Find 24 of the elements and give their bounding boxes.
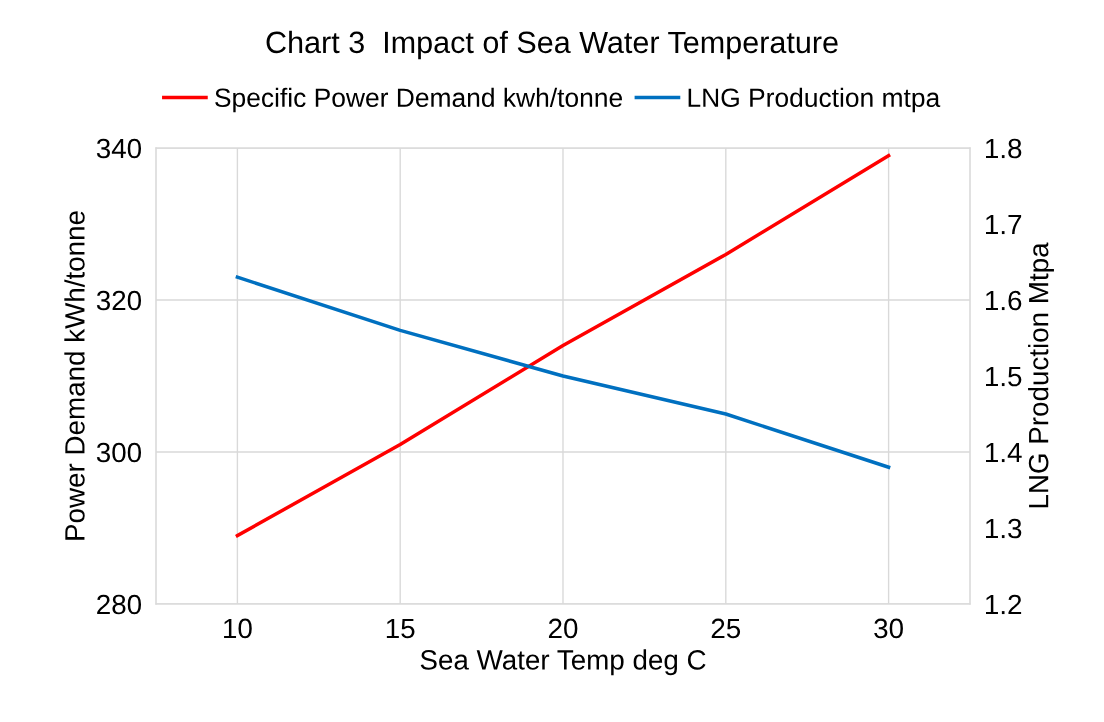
y2-tick-label: 1.7 (986, 214, 1022, 235)
line-series (235, 275, 891, 469)
x-axis-title: Sea Water Temp deg C (420, 649, 706, 676)
y-tick-label: 320 (96, 290, 142, 311)
y-axis-title: Power Demand kWh/tonne (64, 211, 85, 540)
y-tick-label: 280 (97, 594, 142, 615)
x-tick-label: 20 (548, 618, 578, 639)
y-tick-label: 340 (96, 138, 142, 159)
legend-label: LNG Production mtpa (688, 87, 941, 113)
y2-tick-label: 1.4 (986, 442, 1022, 463)
x-tick-label: 15 (386, 618, 415, 639)
legend-label: Specific Power Demand kwh/tonne (215, 87, 622, 113)
y2-tick-label: 1.3 (986, 518, 1022, 539)
x-tick-label: 30 (874, 618, 903, 639)
y2-tick-label: 1.8 (986, 138, 1022, 159)
chart-title: Chart 3 Impact of Sea Water Temperature (266, 30, 838, 60)
y2-tick-label: 1.6 (986, 290, 1022, 311)
x-tick-label: 25 (711, 618, 741, 639)
line-series (235, 153, 891, 538)
y2-tick-label: 1.2 (986, 594, 1022, 615)
y2-axis-title: LNG Production Mtpa (1028, 242, 1054, 508)
y-tick-label: 300 (96, 442, 142, 463)
y2-tick-label: 1.5 (986, 366, 1022, 387)
x-tick-label: 10 (224, 618, 252, 639)
